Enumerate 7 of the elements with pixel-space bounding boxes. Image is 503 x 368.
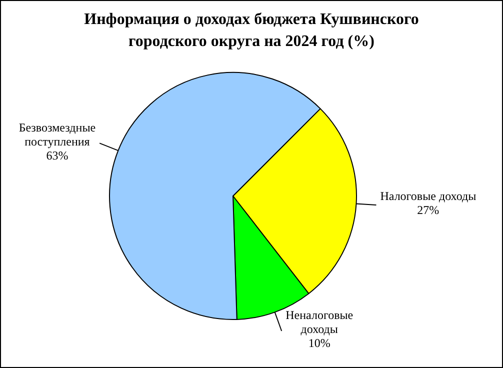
- chart-title: Информация о доходах бюджета Кушвинского городского округа на 2024 год (%): [83, 10, 420, 52]
- slice-label: Безвозмездные поступления: [18, 120, 96, 148]
- data-label: 63%: [46, 148, 68, 162]
- data-label: 27%: [417, 203, 440, 218]
- slice-label: Неналоговые доходы: [286, 308, 354, 336]
- slice-label: Налоговые доходы: [380, 189, 476, 204]
- data-label: 10%: [308, 336, 330, 350]
